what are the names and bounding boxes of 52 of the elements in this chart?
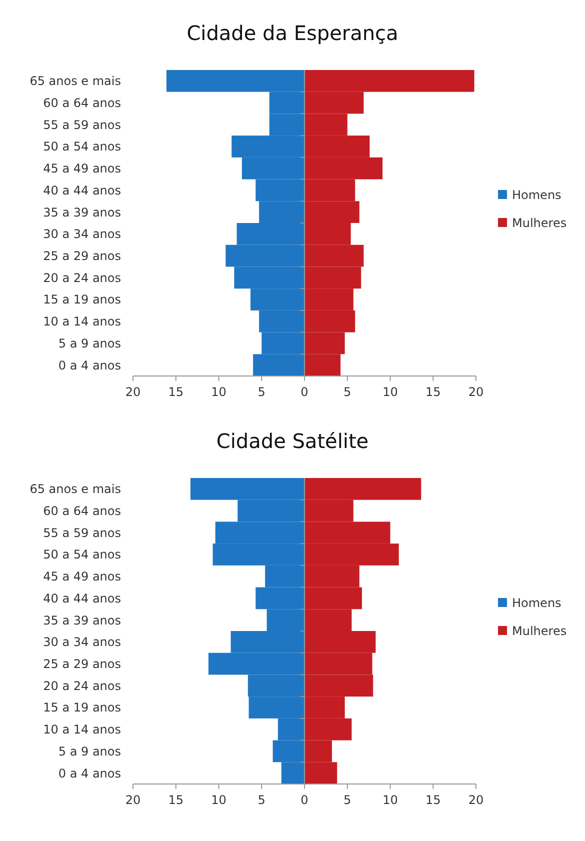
y-tick-label: 5 a 9 anos: [58, 744, 121, 758]
x-tick-label: 5: [258, 793, 266, 807]
chart-title: Cidade da Esperança: [186, 21, 398, 45]
legend-label: Homens: [512, 596, 562, 610]
y-tick-label: 40 a 44 anos: [43, 591, 121, 606]
legend-label: Mulheres: [512, 216, 567, 230]
y-tick-label: 40 a 44 anos: [43, 183, 121, 198]
y-tick-label: 20 a 24 anos: [43, 270, 121, 285]
y-tick-label: 60 a 64 anos: [43, 96, 121, 110]
x-tick-label: 10: [382, 385, 398, 399]
x-tick-label: 5: [344, 385, 352, 399]
x-tick-label: 15: [425, 385, 441, 399]
x-tick-label: 15: [425, 793, 441, 807]
y-tick-label: 65 anos e mais: [30, 482, 121, 496]
chart-title: Cidade Satélite: [216, 429, 369, 453]
x-tick-label: 20: [468, 385, 484, 399]
x-tick-label: 0: [300, 385, 308, 399]
y-tick-label: 30 a 34 anos: [43, 227, 121, 242]
x-tick-label: 5: [258, 385, 266, 399]
legend-label: Mulheres: [512, 624, 567, 638]
x-tick-label: 5: [344, 793, 352, 807]
y-tick-label: 45 a 49 anos: [43, 570, 121, 584]
y-tick-label: 60 a 64 anos: [43, 504, 121, 518]
y-tick-label: 55 a 59 anos: [43, 526, 121, 540]
x-tick-label: 0: [300, 793, 308, 807]
legend-label: Homens: [512, 188, 562, 202]
x-tick-label: 10: [211, 385, 226, 399]
y-tick-label: 10 a 14 anos: [43, 314, 121, 329]
y-tick-label: 50 a 54 anos: [43, 140, 121, 154]
y-tick-label: 35 a 39 anos: [43, 613, 121, 628]
y-tick-label: 25 a 29 anos: [43, 248, 121, 263]
x-tick-label: 20: [468, 793, 484, 807]
x-tick-label: 15: [168, 385, 184, 399]
y-tick-label: 55 a 59 anos: [43, 118, 121, 132]
y-tick-label: 5 a 9 anos: [58, 336, 121, 350]
x-tick-label: 10: [211, 793, 226, 807]
x-tick-label: 20: [125, 385, 141, 399]
x-tick-label: 15: [168, 793, 184, 807]
y-tick-label: 25 a 29 anos: [43, 656, 121, 671]
y-tick-label: 45 a 49 anos: [43, 162, 121, 176]
y-tick-label: 35 a 39 anos: [43, 205, 121, 220]
x-tick-label: 20: [125, 793, 141, 807]
y-tick-label: 0 a 4 anos: [58, 358, 121, 372]
y-tick-label: 15 a 19 anos: [43, 292, 121, 307]
y-tick-label: 10 a 14 anos: [43, 722, 121, 737]
y-tick-label: 50 a 54 anos: [43, 548, 121, 562]
y-tick-label: 30 a 34 anos: [43, 635, 121, 650]
y-tick-label: 20 a 24 anos: [43, 678, 121, 693]
y-tick-label: 0 a 4 anos: [58, 766, 121, 780]
y-tick-label: 15 a 19 anos: [43, 700, 121, 715]
y-tick-label: 65 anos e mais: [30, 74, 121, 88]
x-tick-label: 10: [382, 793, 398, 807]
